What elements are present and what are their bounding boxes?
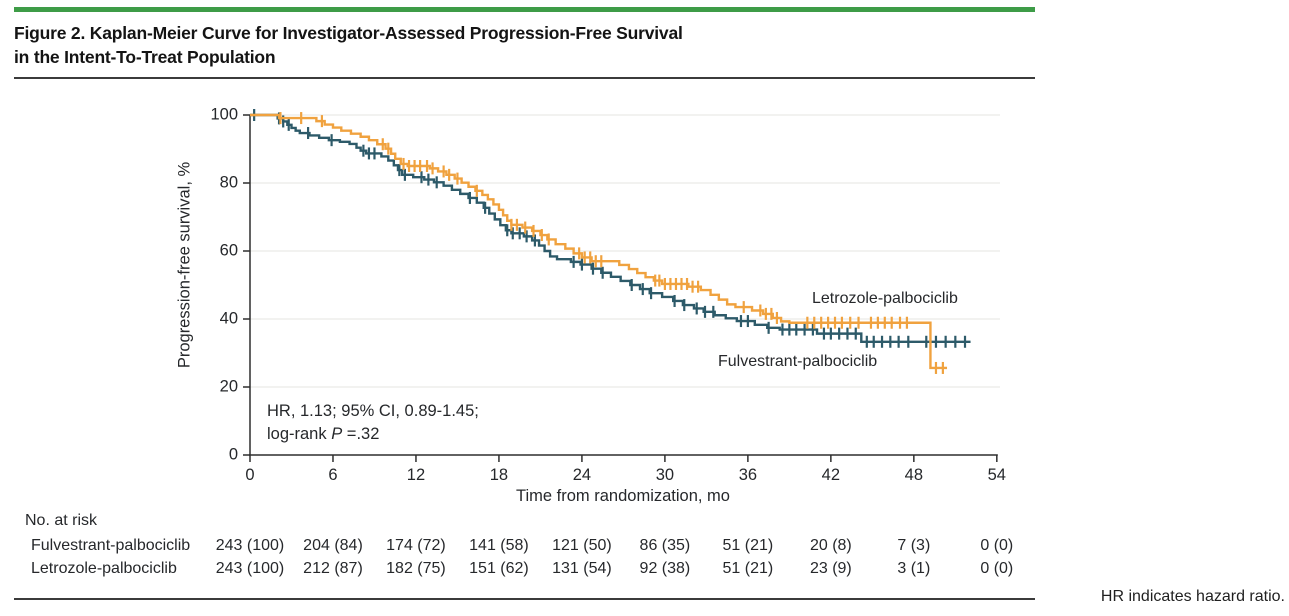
figure-title-line1: Figure 2. Kaplan-Meier Curve for Investi…	[14, 23, 683, 43]
title-divider-rule	[14, 77, 1035, 79]
at-risk-header: No. at risk	[25, 512, 98, 529]
censor-marks-letrozole-palbociclib	[279, 112, 944, 374]
y-axis-label: Progression-free survival, %	[175, 161, 194, 369]
figure-footnote: HR indicates hazard ratio.	[1100, 588, 1285, 605]
km-curve-fulvestrant-palbociclib	[250, 113, 971, 343]
censor-marks-fulvestrant-palbociclib	[253, 109, 967, 348]
figure-bottom-rule	[14, 598, 1035, 600]
figure-accent-bar	[14, 7, 1035, 12]
series-label-letrozole: Letrozole-palbociclib	[812, 290, 958, 307]
km-curve-letrozole-palbociclib	[250, 113, 948, 370]
at-risk-row-label-fulvestrant: Fulvestrant-palbociclib	[31, 537, 191, 554]
kaplan-meier-chart	[243, 109, 1000, 462]
hr-annotation-line1: HR, 1.13; 95% CI, 0.89-1.45;	[267, 402, 479, 420]
series-label-fulvestrant: Fulvestrant-palbociclib	[718, 353, 878, 370]
x-axis-label: Time from randomization, mo	[516, 487, 730, 505]
at-risk-row-label-letrozole: Letrozole-palbociclib	[31, 560, 177, 577]
logrank-p-symbol: P	[331, 425, 343, 443]
hr-annotation-line2: log-rank P =.32	[267, 423, 479, 446]
figure-title-line2: in the Intent-To-Treat Population	[14, 47, 276, 67]
logrank-value: =.32	[342, 425, 380, 443]
hr-annotation: HR, 1.13; 95% CI, 0.89-1.45; log-rank P …	[267, 400, 479, 446]
logrank-prefix: log-rank	[267, 425, 332, 443]
